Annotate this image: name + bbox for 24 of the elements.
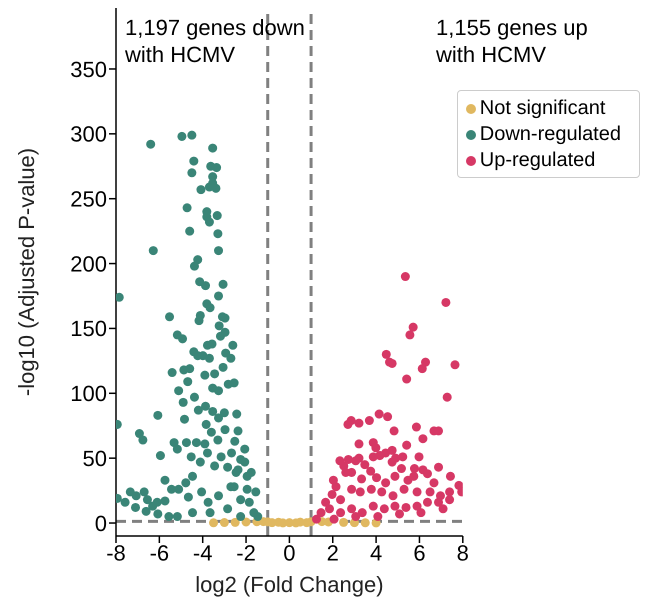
y-tick-label: 300 — [70, 122, 107, 147]
y-tick-label: 350 — [70, 56, 107, 82]
legend-label: Down-regulated — [480, 123, 621, 145]
x-tick-label: 8 — [456, 540, 469, 566]
annotation: 1,155 genes up with HCMV — [436, 14, 589, 68]
y-axis-title: -log10 (Adjusted P-value) — [14, 148, 39, 396]
annotation: 1,197 genes down with HCMV — [125, 14, 306, 68]
y-tick-label: 100 — [70, 381, 107, 406]
legend-label: Not significant — [480, 97, 606, 119]
x-tick-label: -2 — [236, 540, 256, 566]
x-axis-title: log2 (Fold Change) — [195, 572, 384, 597]
legend-label: Up-regulated — [480, 149, 596, 171]
x-tick-label: -8 — [106, 540, 126, 566]
x-tick-label: -4 — [192, 540, 212, 566]
x-tick-label: 0 — [283, 540, 296, 566]
y-tick-label: 0 — [94, 510, 107, 536]
y-tick-label: 200 — [70, 251, 107, 276]
x-tick-label: 4 — [370, 540, 382, 566]
y-tick-label: 50 — [82, 446, 107, 471]
x-tick-label: 6 — [413, 540, 426, 566]
y-tick-label: 250 — [70, 186, 107, 212]
x-tick-label: -6 — [150, 540, 170, 566]
x-tick-label: 2 — [326, 540, 339, 566]
y-tick-label: 150 — [70, 316, 107, 342]
